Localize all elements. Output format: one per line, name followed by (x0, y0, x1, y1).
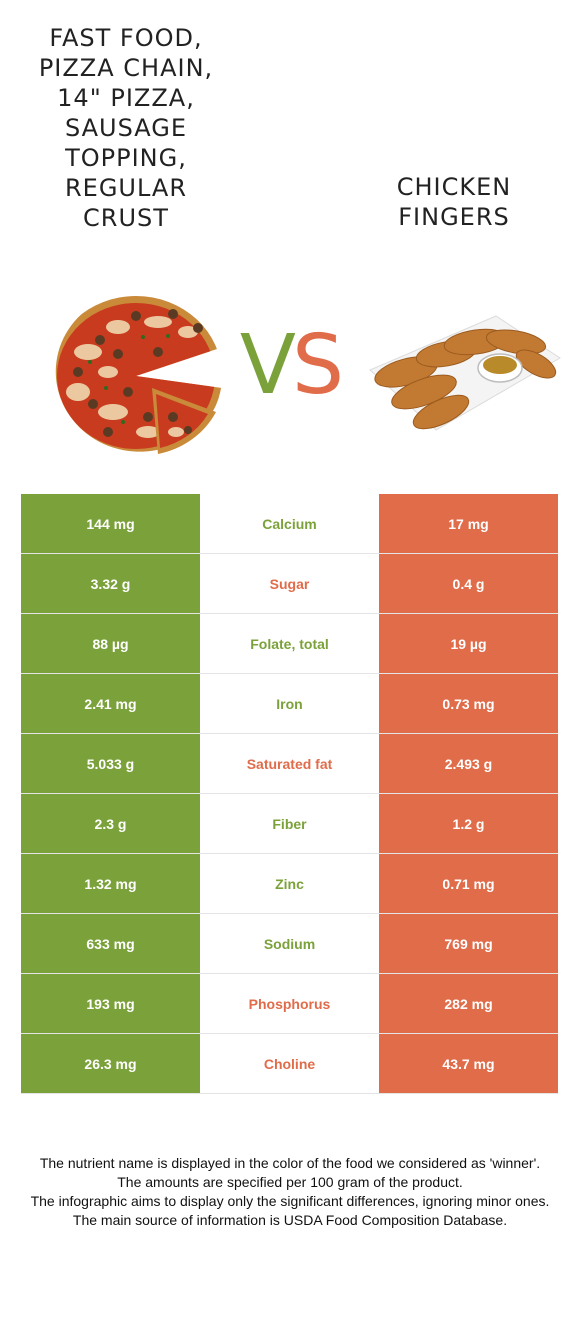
table-row: 633 mg Sodium 769 mg (21, 914, 558, 974)
nutrient-name: Phosphorus (200, 974, 379, 1033)
right-food-value: 17 mg (379, 494, 558, 553)
footer-note: The infographic aims to display only the… (30, 1193, 550, 1209)
nutrient-name: Zinc (200, 854, 379, 913)
left-food-value: 144 mg (21, 494, 200, 553)
footer-note: The nutrient name is displayed in the co… (39, 1155, 541, 1171)
table-row: 193 mg Phosphorus 282 mg (21, 974, 558, 1034)
nutrient-name: Saturated fat (200, 734, 379, 793)
table-row: 144 mg Calcium 17 mg (21, 494, 558, 554)
left-food-title: FAST FOOD, PIZZA CHAIN, 14" PIZZA, SAUSA… (38, 24, 214, 232)
right-food-value: 282 mg (379, 974, 558, 1033)
vs-label: VS (239, 318, 344, 413)
nutrient-name: Fiber (200, 794, 379, 853)
left-food-value: 3.32 g (21, 554, 200, 613)
right-food-value: 19 µg (379, 614, 558, 673)
left-food-value: 88 µg (21, 614, 200, 673)
table-row: 88 µg Folate, total 19 µg (21, 614, 558, 674)
nutrient-name: Sodium (200, 914, 379, 973)
table-row: 3.32 g Sugar 0.4 g (21, 554, 558, 614)
right-food-value: 0.4 g (379, 554, 558, 613)
nutrient-name: Iron (200, 674, 379, 733)
table-row: 1.32 mg Zinc 0.71 mg (21, 854, 558, 914)
right-food-value: 1.2 g (379, 794, 558, 853)
table-row: 2.3 g Fiber 1.2 g (21, 794, 558, 854)
left-food-value: 1.32 mg (21, 854, 200, 913)
left-food-value: 2.3 g (21, 794, 200, 853)
table-row: 5.033 g Saturated fat 2.493 g (21, 734, 558, 794)
right-food-title: CHICKEN FINGERS (396, 173, 512, 231)
table-row: 26.3 mg Choline 43.7 mg (21, 1034, 558, 1094)
left-food-value: 2.41 mg (21, 674, 200, 733)
nutrient-name: Calcium (200, 494, 379, 553)
chicken-fingers-image (366, 312, 562, 434)
footer-note: The main source of information is USDA F… (72, 1212, 508, 1228)
right-food-value: 2.493 g (379, 734, 558, 793)
nutrient-name: Sugar (200, 554, 379, 613)
right-food-value: 43.7 mg (379, 1034, 558, 1093)
nutrient-name: Choline (200, 1034, 379, 1093)
left-food-value: 193 mg (21, 974, 200, 1033)
nutrient-comparison-table: 144 mg Calcium 17 mg 3.32 g Sugar 0.4 g 88 µg F… (21, 494, 558, 1094)
right-food-value: 769 mg (379, 914, 558, 973)
right-food-value: 0.71 mg (379, 854, 558, 913)
left-food-value: 5.033 g (21, 734, 200, 793)
left-food-value: 26.3 mg (21, 1034, 200, 1093)
footer-notes: The nutrient name is displayed in the co… (30, 1154, 550, 1230)
footer-note: The amounts are specified per 100 gram o… (117, 1174, 463, 1190)
left-food-value: 633 mg (21, 914, 200, 973)
nutrient-name: Folate, total (200, 614, 379, 673)
right-food-value: 0.73 mg (379, 674, 558, 733)
pizza-image (48, 292, 224, 460)
table-row: 2.41 mg Iron 0.73 mg (21, 674, 558, 734)
